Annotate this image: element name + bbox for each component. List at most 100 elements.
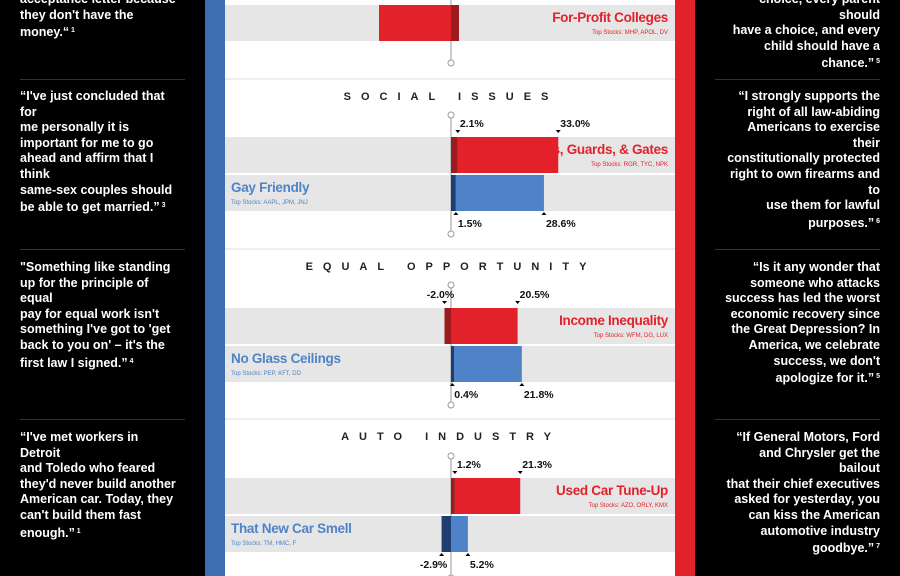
quote-line: use them for lawful — [766, 198, 880, 213]
section-separator — [715, 79, 880, 80]
value-marker — [455, 130, 461, 133]
footnote-ref: 1 — [74, 527, 81, 535]
quote-line: and Toledo who feared — [20, 461, 156, 476]
series-name: Guns, Guards, & Gates — [527, 142, 669, 157]
footnote-ref: 5 — [874, 58, 880, 66]
footnote-ref: 7 — [874, 543, 880, 551]
quote-line: success has led the worst — [725, 291, 880, 306]
quote-line: important for me to go — [20, 135, 154, 150]
quote-line: right to own firearms and to — [729, 166, 880, 197]
value-marker — [449, 383, 455, 386]
chart-svg: For-Profit Colleges Top Stocks: MHP, APOL… — [225, 0, 675, 576]
bar-outer — [451, 308, 518, 344]
quote-line: right of all law-abiding — [747, 104, 880, 119]
footnote-ref: 3 — [159, 202, 166, 210]
series-name: For-Profit Colleges — [552, 10, 668, 25]
value-marker — [465, 553, 471, 556]
quote-line: “I've met workers in Detroit — [20, 430, 139, 460]
section-separator — [20, 79, 185, 80]
quote-left-3: “I've met workers in Detroit and Toledo w… — [20, 430, 180, 541]
value-label: 21.3% — [522, 459, 552, 471]
value-label: 5.2% — [470, 559, 495, 571]
quote-line: first law I signed.” — [20, 355, 128, 370]
right-red-stripe — [675, 0, 695, 576]
quote-line: constitutionally protected — [727, 151, 880, 166]
quote-line: ahead and affirm that I think — [20, 151, 154, 181]
value-marker — [541, 212, 547, 215]
quote-line: can kiss the American — [748, 507, 880, 522]
quote-right-3: “If General Motors, Ford and Chrysler get… — [720, 430, 880, 557]
row-background — [225, 137, 675, 173]
bar-outer — [379, 5, 451, 41]
quote-line: that their chief executives — [726, 476, 880, 491]
footnote-ref: 5 — [874, 373, 880, 381]
quote-line: apologize for it.” — [775, 371, 875, 386]
value-marker — [442, 301, 447, 304]
section-separator — [20, 249, 185, 250]
quote-line: money.“ — [20, 25, 70, 40]
bar-outer — [455, 175, 544, 211]
series-name: Income Inequality — [559, 313, 669, 328]
bar-inner — [451, 175, 456, 211]
value-label: 28.6% — [546, 218, 576, 230]
axis-cap — [447, 59, 455, 67]
value-label: -2.0% — [427, 289, 455, 301]
bar-inner — [451, 478, 455, 514]
quote-left-0: acceptance letter becausethey don't have… — [20, 0, 180, 41]
top-stocks: Top Stocks: AZO, ORLY, KMX — [589, 503, 668, 509]
quote-line: America, we celebrate — [748, 337, 880, 352]
quote-left-2: "Something like standing up for the princ… — [20, 260, 180, 371]
value-label: 1.2% — [457, 459, 482, 471]
quote-line: the Great Depression? In — [731, 322, 880, 337]
bar-inner — [451, 346, 454, 382]
quote-line: someone who attacks — [750, 275, 880, 290]
axis-cap — [447, 452, 455, 460]
bar-outer — [457, 137, 559, 173]
section-separator — [20, 419, 185, 420]
value-label: -2.9% — [420, 559, 448, 571]
footnote-ref: 1 — [69, 27, 75, 35]
series-name: Used Car Tune-Up — [556, 483, 668, 498]
bar-inner — [444, 308, 451, 344]
quote-line: they don't have the — [20, 7, 134, 22]
top-stocks: Top Stocks: RGR, TYC, NPK — [591, 162, 668, 168]
top-stocks: Top Stocks: WFM, DG, LUX — [594, 333, 668, 339]
left-blue-stripe — [205, 0, 225, 576]
bar-inner — [451, 5, 459, 41]
bar-inner — [441, 516, 451, 552]
bar-outer — [454, 346, 522, 382]
quote-line: “If General Motors, Ford — [736, 430, 880, 444]
quote-line: up for the principle of equal — [20, 275, 149, 306]
axis-cap — [447, 281, 455, 289]
bar-outer — [451, 516, 468, 552]
quote-left-1: “I've just concluded that for me personal… — [20, 89, 180, 216]
quote-line: something I've got to 'get — [20, 322, 171, 337]
series-name: No Glass Ceilings — [231, 351, 341, 366]
quote-line: they'd never build another — [20, 476, 176, 491]
value-marker — [515, 301, 521, 304]
value-marker — [453, 212, 459, 215]
value-marker — [519, 383, 525, 386]
quote-line: American car. Today, they — [20, 492, 174, 507]
quote-line: me personally it is — [20, 120, 130, 135]
row-background — [225, 346, 675, 382]
quote-line: choice, every parent should — [759, 0, 880, 22]
footnote-ref: 6 — [874, 217, 880, 225]
section-separator — [715, 249, 880, 250]
value-label: 0.4% — [454, 389, 479, 401]
quote-line: chance.” — [821, 56, 875, 71]
value-label: 21.8% — [524, 389, 554, 401]
top-stocks: Top Stocks: MHP, APOL, DV — [592, 30, 668, 36]
section-separator — [715, 419, 880, 420]
quote-line: asked for yesterday, you — [734, 492, 880, 507]
row-background — [225, 478, 675, 514]
quote-line: goodbye.” — [812, 541, 875, 556]
category-heading: AUTO INDUSTRY — [341, 431, 561, 443]
quote-line: purposes.” — [808, 215, 875, 230]
top-stocks: Top Stocks: TM, HMC, F — [231, 541, 297, 547]
value-marker — [555, 130, 561, 133]
quote-right-1: “I strongly supports the right of all law… — [720, 89, 880, 231]
quote-line: can't build them fast — [20, 507, 142, 522]
row-background — [225, 175, 675, 211]
